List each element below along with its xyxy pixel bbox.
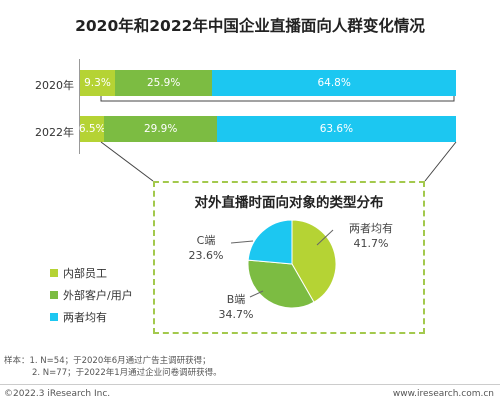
sample-note-2: 2. N=77；于2022年1月通过企业问卷调研获得。 <box>32 368 222 378</box>
pie-label-c-value: 23.6% <box>188 249 224 262</box>
pie-chart <box>230 219 337 309</box>
row-label-2022: 2022年 <box>35 126 74 139</box>
bar-segment-2022-both: 63.6% <box>216 116 456 142</box>
legend-item-employee: 内部员工 <box>50 262 133 284</box>
bar-segment-2022-employee: 6.5% <box>78 116 106 142</box>
pie-label-b-value: 34.7% <box>218 308 254 321</box>
legend-swatch-employee <box>50 269 58 277</box>
footer-divider <box>0 384 500 385</box>
pie-popup: 对外直播时面向对象的类型分布 两者均有 41.7% B端 34.7% C端 23… <box>153 181 425 334</box>
zoom-bracket <box>100 96 455 102</box>
bar-segment-2020-external: 25.9% <box>114 70 213 96</box>
pie-leader-c <box>230 240 254 244</box>
pie-label-b-name: B端 <box>226 293 246 306</box>
zoom-line-left <box>100 141 154 182</box>
bar-label-2020-both: 64.8% <box>317 77 351 89</box>
bar-label-2020-employee: 9.3% <box>84 77 111 89</box>
pie-label-c: C端 23.6% <box>183 233 229 263</box>
footer-copyright: ©2022.3 iResearch Inc. <box>4 389 111 399</box>
bar-label-2022-external: 29.9% <box>143 123 178 135</box>
pie-slice-b <box>247 259 315 309</box>
pie-label-b: B端 34.7% <box>211 292 261 322</box>
pie-title: 对外直播时面向对象的类型分布 <box>194 195 384 211</box>
bar-segment-2020-both: 64.8% <box>212 70 456 96</box>
legend-item-both: 两者均有 <box>50 306 133 328</box>
legend: 内部员工 外部客户/用户 两者均有 <box>50 262 133 328</box>
legend-label-employee: 内部员工 <box>63 267 107 280</box>
bar-axis <box>79 59 80 154</box>
pie-label-both: 两者均有 41.7% <box>341 221 401 251</box>
pie-slice-c <box>247 219 293 265</box>
footer-website: www.iresearch.com.cn <box>392 389 494 399</box>
legend-swatch-both <box>50 313 58 321</box>
legend-label-both: 两者均有 <box>63 311 107 324</box>
legend-label-external: 外部客户/用户 <box>63 289 133 302</box>
bar-label-2022-both: 63.6% <box>319 123 354 135</box>
pie-label-c-name: C端 <box>196 234 216 247</box>
legend-swatch-external <box>50 291 58 299</box>
sample-note-1: 样本：1. N=54；于2020年6月通过广告主调研获得； <box>4 356 211 366</box>
bar-segment-2020-employee: 9.3% <box>80 70 115 96</box>
chart-title: 2020年和2022年中国企业直播面向人群变化情况 <box>75 17 425 35</box>
pie-slice-both <box>291 219 337 303</box>
row-label-2020: 2020年 <box>35 79 74 92</box>
sample-notes: 样本：1. N=54；于2020年6月通过广告主调研获得； 2. N=77；于2… <box>4 355 222 379</box>
bar-row-2020: 9.3% 25.9% 64.8% <box>80 70 456 96</box>
bar-label-2022-employee: 6.5% <box>78 123 106 135</box>
bar-row-2022: 6.5% 29.9% 63.6% <box>78 116 456 142</box>
zoom-line-right <box>424 141 457 182</box>
legend-item-external: 外部客户/用户 <box>50 284 133 306</box>
pie-label-both-name: 两者均有 <box>349 222 393 235</box>
pie-leader-b <box>249 290 264 298</box>
bar-segment-2022-external: 29.9% <box>104 116 217 142</box>
bar-label-2020-external: 25.9% <box>146 77 181 89</box>
pie-label-both-value: 41.7% <box>353 237 389 250</box>
pie-leader-both <box>316 229 334 246</box>
